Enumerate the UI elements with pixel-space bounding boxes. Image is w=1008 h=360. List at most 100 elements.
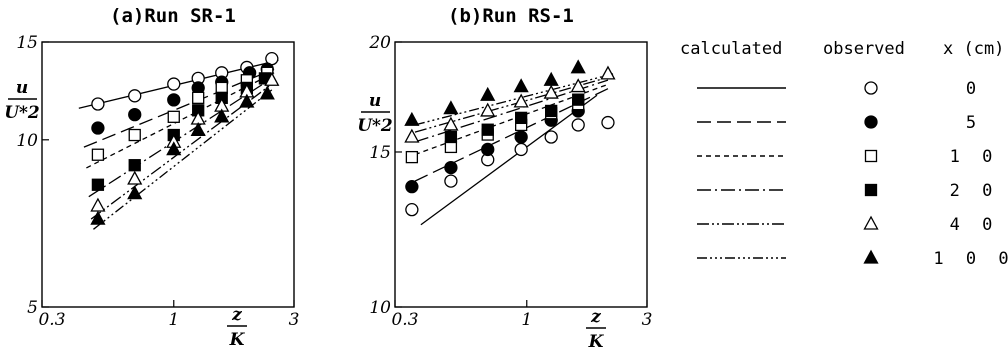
legend-marker-square-filled xyxy=(864,183,878,197)
panel-b-point-x40cm xyxy=(513,93,529,108)
panel-a-xtick-label: 3 xyxy=(289,310,300,330)
panel-a-point-x100cm xyxy=(166,141,182,156)
legend: calculated observed x (cm) 0 5 1 0 2 0 4 0 1 … xyxy=(680,39,1008,269)
panel-a-point-x10cm xyxy=(128,128,141,142)
panel-b-ytick-label: 10 xyxy=(369,298,391,318)
panel-a-xlabel: z K xyxy=(227,305,247,350)
panel-b-point-x20cm xyxy=(572,93,585,106)
panel-a-point-x100cm xyxy=(259,85,275,100)
panel-a-point-x40cm xyxy=(264,71,280,86)
legend-marker-triangle-open xyxy=(863,215,879,230)
panel-a-xtick-label: 1 xyxy=(168,310,179,330)
panel-a-point-x10cm xyxy=(192,91,205,104)
panel-a-ytick-label: 10 xyxy=(16,131,38,151)
panel-a-xtick-label: 0.3 xyxy=(38,310,65,330)
panel-b-point-x40cm xyxy=(600,65,616,80)
panel-a-point-x10cm xyxy=(91,148,105,161)
panel-a-point-x10cm xyxy=(167,110,180,123)
panel-b-point-x40cm xyxy=(404,128,420,143)
panel-a-point-x5cm xyxy=(128,107,142,122)
legend-x-value: 1 0 xyxy=(950,147,999,167)
panel-a-ytick-label: 5 xyxy=(27,298,38,318)
panel-b-point-x5cm xyxy=(444,160,458,175)
panel-b-point-x5cm xyxy=(405,179,419,194)
panel-b-point-x20cm xyxy=(444,130,458,144)
legend-calculated-header: calculated xyxy=(680,39,782,59)
legend-observed-header: observed xyxy=(823,39,905,59)
legend-x-value: 5 xyxy=(966,113,982,133)
panel-a-point-x5cm xyxy=(91,121,105,135)
panel-a-ylabel: u U*2 xyxy=(4,78,40,123)
panel-b-point-x0cm xyxy=(444,174,458,188)
panel-b-xlabel-den: K xyxy=(588,332,605,352)
panel-b-point-x5cm xyxy=(514,130,528,144)
legend-marker-square-open xyxy=(864,149,878,163)
panel-b-point-x20cm xyxy=(481,123,494,136)
legend-x-value: 0 xyxy=(966,79,982,99)
panel-b-point-x0cm xyxy=(514,142,528,157)
panel-b-point-x100cm xyxy=(570,59,586,74)
panel-a-point-x20cm xyxy=(91,178,105,191)
panel-b-point-x40cm xyxy=(570,78,586,93)
panel-b-xlabel-num: z xyxy=(590,307,601,327)
panel-b-point-x0cm xyxy=(571,118,585,132)
panel-b-point-x100cm xyxy=(543,71,559,86)
panel-a-point-x100cm xyxy=(190,121,206,136)
panel-b-ytick-label: 20 xyxy=(368,33,391,53)
panel-a-line-dash-dot xyxy=(88,77,273,198)
legend-x-value: 2 0 xyxy=(950,181,999,201)
panel-a-title: (a)Run SR-1 xyxy=(110,5,236,27)
panel-b-point-x20cm xyxy=(515,111,528,125)
panel-a-frame xyxy=(41,41,295,308)
legend-x-header: x (cm) xyxy=(943,39,1004,59)
panel-b-ylabel-num: u xyxy=(369,91,381,111)
legend-marker-circle-open xyxy=(864,81,878,95)
panel-b-point-x0cm xyxy=(544,130,558,144)
legend-marker-circle-filled xyxy=(864,115,878,129)
panel-a-ylabel-num: u xyxy=(16,78,28,98)
panel-a-ylabel-den: U*2 xyxy=(4,103,40,123)
panel-b-point-x40cm xyxy=(443,116,459,131)
panel-b-line-long-dash xyxy=(414,88,609,182)
panel-b-ytick-label: 15 xyxy=(369,143,391,163)
panel-b-point-x100cm xyxy=(443,100,459,115)
panel-b-point-x40cm xyxy=(480,102,496,117)
panel-a-point-x20cm xyxy=(128,159,141,172)
panel-a-point-x0cm xyxy=(128,89,142,103)
panel-b-xtick-label: 3 xyxy=(642,310,653,330)
panel-b-point-x20cm xyxy=(545,104,558,118)
panel-a-point-x0cm xyxy=(91,97,105,111)
panel-b-ylabel-den: U*2 xyxy=(357,116,393,136)
panel-a-point-x0cm xyxy=(167,77,181,91)
panel-a-point-x100cm xyxy=(90,210,106,225)
panel-a-xlabel-den: K xyxy=(229,330,246,350)
panel-a-point-x5cm xyxy=(167,93,181,107)
panel-b-point-x10cm xyxy=(405,150,419,164)
panel-b-point-x0cm xyxy=(405,202,419,217)
panel-a-point-x100cm xyxy=(239,93,255,108)
panel-a-ytick-label: 15 xyxy=(16,33,38,53)
panel-b-xtick-label: 0.3 xyxy=(391,310,418,330)
panel-a-point-x100cm xyxy=(214,108,230,123)
panel-a-xlabel-num: z xyxy=(231,305,242,325)
panel-b-point-x100cm xyxy=(404,111,420,126)
panel-a-point-x100cm xyxy=(127,185,143,200)
panel-a-point-x40cm xyxy=(90,197,106,212)
legend-x-value: 4 0 xyxy=(950,215,999,235)
panel-b-xlabel: z K xyxy=(586,307,606,352)
panel-b: (b)Run RS-1 u U*2 z K 0.3 1 3 10 15 20 xyxy=(357,5,652,352)
panel-b-line-solid xyxy=(420,94,598,226)
panel-b-ylabel: u U*2 xyxy=(357,91,393,136)
panel-b-title: (b)Run RS-1 xyxy=(448,5,574,27)
panel-b-xtick-label: 1 xyxy=(521,310,532,330)
panel-a-point-x40cm xyxy=(127,170,143,185)
panel-b-point-x5cm xyxy=(481,142,495,157)
panel-b-point-x100cm xyxy=(480,86,496,101)
panel-a: (a)Run SR-1 u U*2 z K 0.3 1 3 5 10 15 xyxy=(4,5,299,350)
panel-b-point-x40cm xyxy=(543,84,559,99)
panel-b-point-x100cm xyxy=(513,78,529,93)
legend-x-value: 1 0 0 xyxy=(933,249,1008,269)
legend-marker-triangle-filled xyxy=(863,249,879,264)
panel-b-frame xyxy=(394,41,648,308)
